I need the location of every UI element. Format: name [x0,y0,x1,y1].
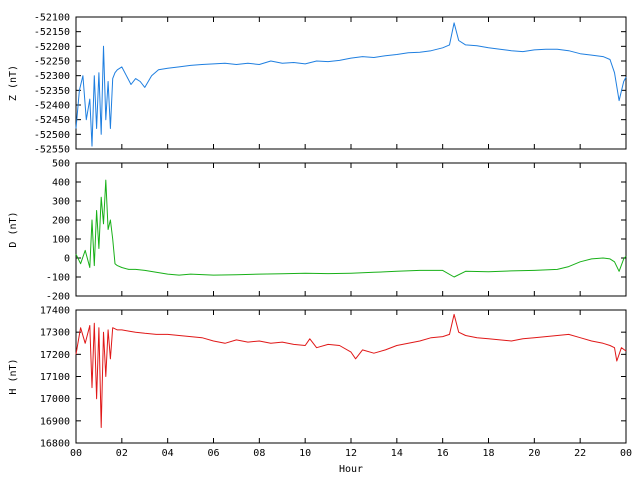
panel-frame [75,309,627,444]
x-axis-label: Hour [339,464,363,475]
x-tick-label: 12 [345,448,357,459]
y-tick-label: 0 [64,254,70,265]
y-tick-label: 16900 [40,416,70,427]
y-tick-label: -200 [46,292,70,303]
panel-frame [75,16,627,150]
y-tick-label: 17100 [40,372,70,383]
x-tick-label: 08 [253,448,265,459]
series-line-d [75,179,627,278]
y-tick-label: 17400 [40,306,70,317]
x-tick-label: 06 [207,448,219,459]
y-tick-label: -52200 [34,42,70,53]
chart-panels: -52100 -52150 -52200 -52250 -52300 -52350 -524… [8,13,632,476]
y-tick-label: -52350 [34,86,70,97]
y-tick-label: 300 [52,197,70,208]
y-axis-label: D (nT) [8,211,19,247]
panel-d: 500 400 300 200 100 0 -100 -200 D (nT) [8,159,627,303]
y-tick-label: -52400 [34,101,70,112]
y-tick-label: -52550 [34,145,70,156]
y-tick-label: -52150 [34,27,70,38]
y-tick-label: 200 [52,216,70,227]
x-tick-label: 00 [70,448,82,459]
panel-frame [75,162,627,297]
x-tick-label: 22 [574,448,586,459]
x-tick-label: 10 [299,448,311,459]
x-tick-label: 02 [116,448,128,459]
x-tick-label: 18 [482,448,494,459]
y-tick-label: 500 [52,159,70,170]
panel-z: -52100 -52150 -52200 -52250 -52300 -52350 -524… [8,13,627,156]
y-tick-label: -52500 [34,130,70,141]
y-axis-label: Z (nT) [8,65,19,101]
y-tick-label: -52450 [34,115,70,126]
x-tick-label: 00 [620,448,632,459]
y-tick-label: 400 [52,178,70,189]
y-tick-label: -52300 [34,71,70,82]
y-tick-label: 100 [52,235,70,246]
y-axis-label: H (nT) [8,358,19,394]
y-tick-label: 17300 [40,328,70,339]
y-tick-label: 17200 [40,350,70,361]
y-tick-label: -52250 [34,57,70,68]
y-tick-label: 16800 [40,439,70,450]
y-tick-label: 17000 [40,394,70,405]
x-tick-label: 04 [162,448,174,459]
y-tick-label: -52100 [34,13,70,24]
x-tick-label: 14 [391,448,403,459]
series-line-h [75,313,627,428]
y-tick-label: -100 [46,273,70,284]
series-line-z [75,22,627,147]
x-tick-label: 16 [437,448,449,459]
x-tick-label: 20 [528,448,540,459]
